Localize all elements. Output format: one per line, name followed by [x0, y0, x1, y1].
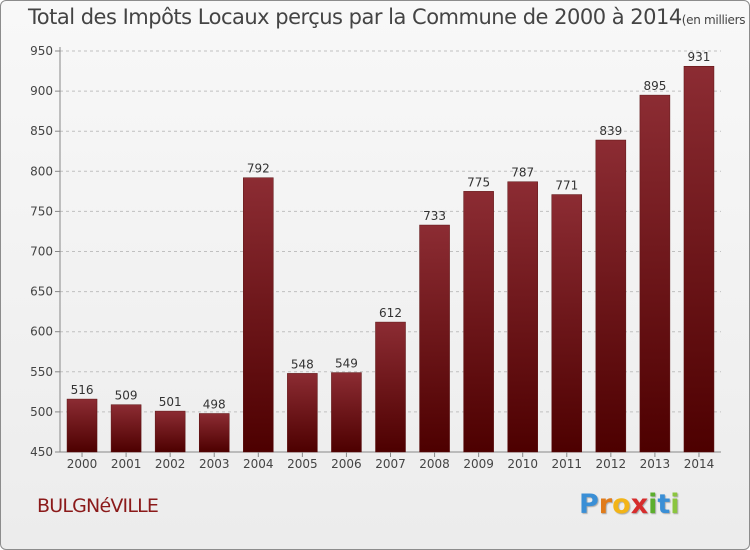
bar-value-label: 501	[159, 395, 182, 409]
y-tick-label: 850	[30, 124, 53, 138]
commune-name: BULGNéVILLE	[37, 495, 159, 517]
title-unit: (en milliers d'€)	[681, 13, 749, 27]
bar-2013	[639, 94, 671, 453]
x-tick-label: 2009	[463, 457, 494, 471]
bar-value-label: 733	[423, 209, 446, 223]
x-tick-label: 2005	[287, 457, 318, 471]
logo-letter: x	[630, 489, 649, 520]
y-axis-ticks: 450 500 550 600 650 700 750 800 850 900 950	[30, 44, 60, 459]
x-tick-label: 2006	[331, 457, 362, 471]
bar-value-label: 771	[555, 179, 578, 193]
x-tick-label: 2001	[111, 457, 142, 471]
logo-letter: o	[612, 489, 631, 520]
bar-2014	[683, 65, 715, 453]
bar-2004	[243, 177, 274, 453]
bar-2000	[66, 398, 98, 453]
bar-2006	[331, 372, 362, 453]
data-labels: 516 509 501 498 792 548 549 612 733 775 787 771 839 8…	[71, 50, 711, 411]
x-tick-label: 2008	[419, 457, 450, 471]
title-main: Total des Impôts Locaux perçus par la Co…	[28, 5, 682, 29]
bar-2008	[419, 224, 450, 453]
logo-letter: P	[579, 489, 599, 520]
bar-value-label: 787	[511, 166, 534, 180]
proxiti-logo: Proxiti	[579, 489, 680, 520]
y-tick-label: 500	[30, 405, 53, 419]
bar-value-label: 509	[115, 389, 138, 403]
x-axis-ticks: 2000 2001 2002 2003 2004 2005 2006 2007 2008 2009…	[67, 452, 714, 471]
bar-value-label: 498	[203, 398, 226, 412]
bar-value-label: 839	[599, 124, 622, 138]
x-tick-label: 2010	[507, 457, 538, 471]
bar-value-label: 548	[291, 357, 314, 371]
x-tick-label: 2014	[684, 457, 715, 471]
chart-title: Total des Impôts Locaux perçus par la Co…	[28, 5, 749, 29]
bar-value-label: 792	[247, 162, 270, 176]
logo-letter: i	[648, 489, 658, 520]
y-tick-label: 650	[30, 285, 53, 299]
y-tick-label: 750	[30, 204, 53, 218]
x-tick-label: 2013	[640, 457, 671, 471]
logo-letter: t	[657, 489, 671, 520]
y-tick-label: 900	[30, 84, 53, 98]
bar-value-label: 895	[643, 79, 666, 93]
bar-2011	[551, 194, 583, 453]
bar-value-label: 549	[335, 357, 358, 371]
bar-value-label: 931	[688, 50, 711, 64]
y-tick-label: 800	[30, 164, 53, 178]
x-tick-label: 2004	[243, 457, 274, 471]
bars	[66, 65, 715, 453]
bar-2001	[110, 404, 142, 453]
y-tick-label: 550	[30, 365, 53, 379]
bar-2012	[595, 139, 627, 453]
bar-value-label: 516	[71, 383, 94, 397]
y-tick-label: 700	[30, 245, 53, 259]
x-tick-label: 2003	[199, 457, 230, 471]
bar-2003	[198, 413, 230, 453]
bar-value-label: 612	[379, 306, 402, 320]
x-tick-label: 2002	[155, 457, 186, 471]
x-tick-label: 2007	[375, 457, 406, 471]
x-tick-label: 2000	[67, 457, 98, 471]
logo-letter: i	[670, 489, 680, 520]
bar-2002	[154, 410, 186, 453]
y-tick-label: 950	[30, 44, 53, 58]
bar-2005	[287, 373, 318, 453]
x-tick-label: 2011	[551, 457, 582, 471]
bar-2007	[375, 321, 406, 453]
y-tick-label: 600	[30, 325, 53, 339]
x-tick-label: 2012	[596, 457, 627, 471]
bar-value-label: 775	[467, 175, 490, 189]
bar-2009	[463, 191, 494, 453]
bar-2010	[507, 181, 538, 453]
y-tick-label: 450	[30, 445, 53, 459]
logo-letter: r	[598, 489, 613, 520]
